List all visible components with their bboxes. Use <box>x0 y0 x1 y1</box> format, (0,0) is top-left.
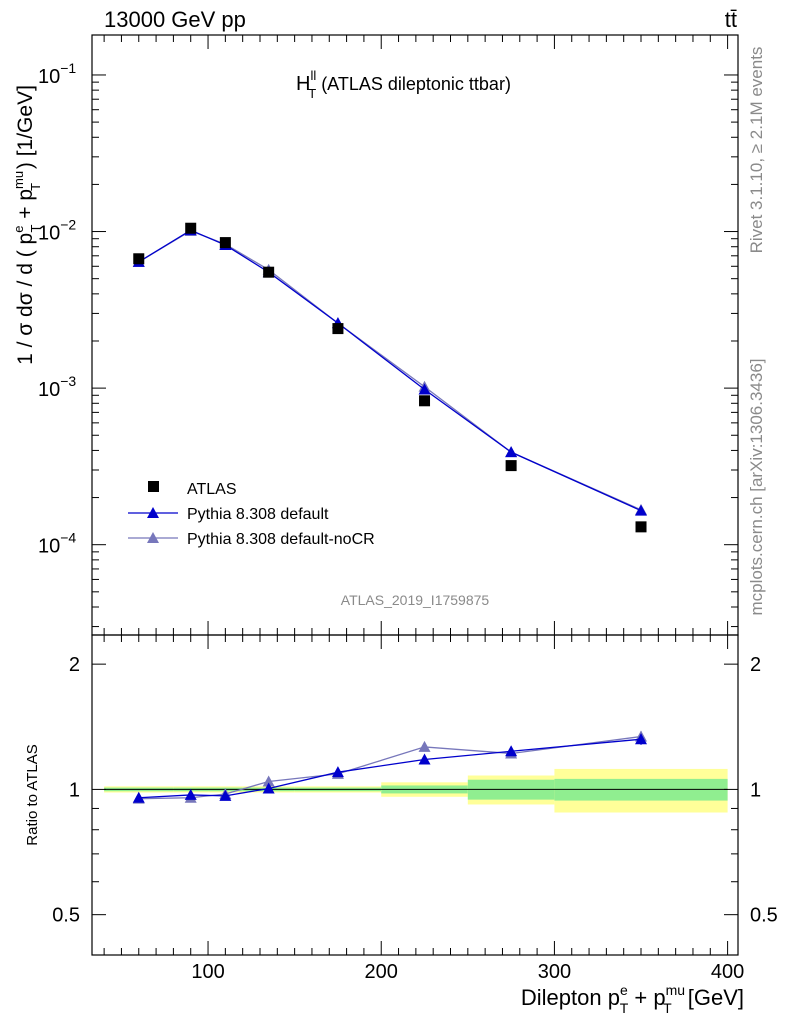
ratio-triangle-point <box>331 766 344 778</box>
main-y-tick-label: 10−2 <box>38 217 76 245</box>
ratio-uncertainty-bands <box>104 768 728 813</box>
ratio-plot-frame <box>91 634 739 956</box>
ratio-y-tick-label: 1 <box>69 779 80 801</box>
atlas-data-point <box>133 253 145 265</box>
ratio-triangle-point <box>219 789 232 801</box>
legend-label-default: Pythia 8.308 default <box>187 506 329 523</box>
ratio-triangle-point <box>262 775 275 787</box>
ratio-triangle-point <box>132 791 145 803</box>
ratio-triangle-point <box>262 782 275 794</box>
main-triangle-point <box>635 504 648 516</box>
y-tick-exp: −4 <box>60 530 76 546</box>
atlas-data-point <box>332 323 344 335</box>
atlas-data-point <box>419 395 431 407</box>
atlas-data-point <box>635 521 647 533</box>
legend-marker-atlas <box>148 481 159 492</box>
plot-title-rest: (ATLAS dileptonic ttbar) <box>316 74 511 94</box>
y-tick-exp: −3 <box>60 373 76 389</box>
y-tick-base: 10 <box>38 379 60 401</box>
plot-title: Hll T (ATLAS dileptonic ttbar) <box>296 68 511 101</box>
x-tick-label: 200 <box>365 961 398 983</box>
ratio-y-axis-label: Ratio to ATLAS <box>24 744 41 845</box>
ylabel-mid: + p <box>14 189 37 225</box>
main-series-layer <box>132 222 648 533</box>
x-tick-labels: 100 200 300 400 <box>191 961 744 983</box>
xlabel-mu: mu <box>666 982 685 998</box>
y-tick-base: 10 <box>38 66 60 88</box>
main-y-tick-labels: 10−110−210−310−4 <box>38 60 76 558</box>
ratio-axis-ticks <box>92 635 738 956</box>
ylabel-pre: 1 / σ dσ / d ( p <box>14 233 37 365</box>
ratio-triangle-point <box>418 740 431 752</box>
process-label: tt̄ <box>725 7 737 32</box>
energy-label: 13000 GeV pp <box>104 7 246 32</box>
ratio-triangle-point <box>184 788 197 800</box>
ratio-triangle-point <box>635 733 648 745</box>
xlabel-post: [GeV] <box>682 985 744 1010</box>
xlabel-T1: T <box>620 1000 629 1016</box>
y-tick-base: 10 <box>38 223 60 245</box>
mcplots-label: mcplots.cern.ch [arXiv:1306.3436] <box>747 358 766 615</box>
x-tick-label: 300 <box>538 961 571 983</box>
legend-label-atlas: ATLAS <box>187 481 237 498</box>
xlabel-mid: + p <box>628 985 665 1010</box>
main-axis-ticks <box>92 35 738 635</box>
main-line-default <box>138 229 642 512</box>
atlas-data-point <box>505 460 517 472</box>
atlas-data-point <box>219 237 231 249</box>
main-y-tick-label: 10−3 <box>38 373 76 401</box>
x-tick-label: 100 <box>191 961 224 983</box>
ratio-series-layer <box>132 730 648 804</box>
atlas-data-point <box>263 266 275 278</box>
y-tick-exp: −1 <box>60 60 76 76</box>
ylabel-e: e <box>11 226 26 233</box>
legend-label-nocr: Pythia 8.308 default-noCR <box>187 531 375 548</box>
main-triangle-point <box>418 383 431 395</box>
plot-title-sup: ll <box>310 68 316 83</box>
y-tick-base: 10 <box>38 536 60 558</box>
plot-title-main: H <box>296 73 310 95</box>
ratio-y-tick-label-right: 0.5 <box>750 905 778 927</box>
ylabel-T2: T <box>28 183 43 191</box>
ratio-y-tick-labels: 2 2 1 1 0.5 0.5 <box>52 654 778 927</box>
main-triangle-point <box>505 446 518 458</box>
rivet-label: Rivet 3.1.10, ≥ 2.1M events <box>747 47 766 254</box>
ratio-triangle-point <box>418 753 431 765</box>
legend: ATLAS Pythia 8.308 default Pythia 8.308 … <box>128 481 375 548</box>
legend-marker-default <box>147 507 159 518</box>
ratio-y-tick-label: 0.5 <box>52 905 80 927</box>
ratio-triangle-point <box>505 745 518 757</box>
xlabel-e: e <box>620 982 628 998</box>
ratio-y-tick-label-right: 1 <box>750 779 761 801</box>
ratio-y-tick-label-right: 2 <box>750 654 761 676</box>
xlabel-pre: Dilepton p <box>521 985 620 1010</box>
main-y-axis-label: 1 / σ dσ / d ( pe T + pmu T ) [1/GeV] <box>11 85 43 365</box>
ylabel-mu: mu <box>11 171 26 189</box>
xlabel-T2: T <box>663 1000 672 1016</box>
y-tick-exp: −2 <box>60 217 76 233</box>
ratio-line-default <box>138 738 642 799</box>
main-line-nocr <box>138 230 642 511</box>
analysis-watermark: ATLAS_2019_I1759875 <box>341 592 490 608</box>
ratio-y-tick-label: 2 <box>69 654 80 676</box>
x-axis-label: Dilepton pe T + pmu T [GeV] <box>521 982 744 1016</box>
legend-marker-nocr <box>147 532 159 543</box>
x-tick-label: 400 <box>711 961 744 983</box>
main-y-tick-label: 10−4 <box>38 530 76 558</box>
atlas-data-point <box>185 222 197 234</box>
plot-title-sub: T <box>308 86 316 101</box>
ylabel-post: ) [1/GeV] <box>14 85 37 175</box>
main-y-tick-label: 10−1 <box>38 60 76 88</box>
ylabel-T1: T <box>28 225 43 233</box>
